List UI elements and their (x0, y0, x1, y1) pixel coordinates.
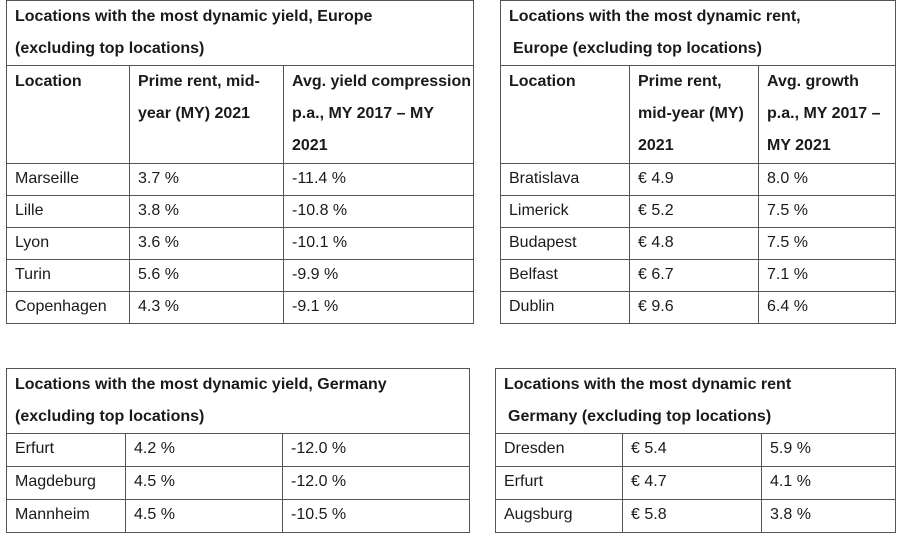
column-header: Avg. growth p.a., MY 2017 – MY 2021 (757, 65, 897, 164)
table-row: Bratislava € 4.9 8.0 % (500, 163, 897, 196)
cell-location: Turin (6, 259, 130, 292)
title-line-1: Locations with the most dynamic rent (504, 376, 792, 393)
table-row: Marseille 3.7 % -11.4 % (6, 163, 475, 196)
column-header: Avg. yield compression p.a., MY 2017 – M… (282, 65, 475, 164)
cell-value: -10.1 % (282, 227, 475, 260)
cell-value: -12.0 % (281, 466, 471, 500)
table-row: Dresden € 5.4 5.9 % (495, 433, 896, 467)
column-header: Prime rent, mid-year (MY) 2021 (129, 65, 284, 164)
title-line-1: Locations with the most dynamic rent, (509, 8, 801, 25)
cell-value: 3.8 % (761, 499, 896, 533)
cell-location: Dresden (495, 433, 623, 467)
cell-prime-rent: 4.3 % (129, 291, 284, 324)
cell-location: Erfurt (495, 466, 623, 500)
table-row: Augsburg € 5.8 3.8 % (495, 499, 896, 533)
table-title: Locations with the most dynamic yield, E… (5, 0, 475, 66)
cell-value: 8.0 % (757, 163, 897, 196)
cell-value: 6.4 % (757, 291, 897, 324)
table-row: Lyon 3.6 % -10.1 % (6, 227, 475, 260)
cell-location: Erfurt (6, 433, 126, 467)
column-header: Location (500, 65, 630, 164)
cell-location: Marseille (6, 163, 130, 196)
table-europe-rent: Locations with the most dynamic rent, Eu… (499, 0, 897, 324)
cell-location: Magdeburg (6, 466, 126, 500)
table-row: Lille 3.8 % -10.8 % (6, 195, 475, 228)
cell-prime-rent: € 5.2 (629, 195, 759, 228)
table-germany-rent: Locations with the most dynamic rent Ger… (495, 368, 896, 533)
title-line-2: Europe (excluding top locations) (513, 40, 762, 57)
cell-value: -10.8 % (282, 195, 475, 228)
cell-value: 4.1 % (761, 466, 896, 500)
cell-location: Dublin (500, 291, 630, 324)
cell-prime-rent: € 4.7 (622, 466, 762, 500)
table-row: Belfast € 6.7 7.1 % (500, 259, 897, 292)
cell-location: Mannheim (6, 499, 126, 533)
cell-prime-rent: € 4.8 (629, 227, 759, 260)
cell-value: 7.5 % (757, 195, 897, 228)
cell-location: Lyon (6, 227, 130, 260)
cell-value: -11.4 % (282, 163, 475, 196)
table-row: Erfurt € 4.7 4.1 % (495, 466, 896, 500)
table-title: Locations with the most dynamic rent Ger… (495, 368, 896, 434)
table-row: Erfurt 4.2 % -12.0 % (6, 433, 471, 467)
cell-prime-rent: € 6.7 (629, 259, 759, 292)
cell-prime-rent: 3.7 % (129, 163, 284, 196)
cell-location: Bratislava (500, 163, 630, 196)
title-line-1: Locations with the most dynamic yield, G… (15, 376, 387, 393)
cell-location: Copenhagen (6, 291, 130, 324)
cell-value: -10.5 % (281, 499, 471, 533)
table-row: Mannheim 4.5 % -10.5 % (6, 499, 471, 533)
cell-prime-rent: 3.6 % (129, 227, 284, 260)
title-line-2: (excluding top locations) (15, 40, 205, 57)
cell-location: Lille (6, 195, 130, 228)
table-title: Locations with the most dynamic rent, Eu… (499, 0, 897, 66)
table-row: Limerick € 5.2 7.5 % (500, 195, 897, 228)
cell-prime-rent: € 5.4 (622, 433, 762, 467)
table-row: Turin 5.6 % -9.9 % (6, 259, 475, 292)
cell-prime-rent: 4.5 % (125, 466, 283, 500)
cell-value: 7.5 % (757, 227, 897, 260)
cell-prime-rent: € 9.6 (629, 291, 759, 324)
table-germany-yield: Locations with the most dynamic yield, G… (5, 368, 471, 533)
table-europe-yield: Locations with the most dynamic yield, E… (5, 0, 475, 324)
table-title: Locations with the most dynamic yield, G… (5, 368, 471, 434)
cell-prime-rent: 4.2 % (125, 433, 283, 467)
cell-prime-rent: 5.6 % (129, 259, 284, 292)
cell-location: Belfast (500, 259, 630, 292)
cell-prime-rent: € 4.9 (629, 163, 759, 196)
cell-value: 5.9 % (761, 433, 896, 467)
cell-prime-rent: 3.8 % (129, 195, 284, 228)
cell-value: -9.1 % (282, 291, 475, 324)
cell-value: -12.0 % (281, 433, 471, 467)
title-line-2: (excluding top locations) (15, 408, 205, 425)
column-header: Prime rent, mid-year (MY) 2021 (629, 65, 759, 164)
cell-location: Budapest (500, 227, 630, 260)
cell-value: 7.1 % (757, 259, 897, 292)
column-header: Location (6, 65, 130, 164)
table-row: Budapest € 4.8 7.5 % (500, 227, 897, 260)
cell-prime-rent: 4.5 % (125, 499, 283, 533)
cell-value: -9.9 % (282, 259, 475, 292)
cell-location: Limerick (500, 195, 630, 228)
table-row: Dublin € 9.6 6.4 % (500, 291, 897, 324)
table-row: Magdeburg 4.5 % -12.0 % (6, 466, 471, 500)
title-line-1: Locations with the most dynamic yield, E… (15, 8, 373, 25)
cell-location: Augsburg (495, 499, 623, 533)
title-line-2: Germany (excluding top locations) (508, 408, 772, 425)
cell-prime-rent: € 5.8 (622, 499, 762, 533)
table-row: Copenhagen 4.3 % -9.1 % (6, 291, 475, 324)
